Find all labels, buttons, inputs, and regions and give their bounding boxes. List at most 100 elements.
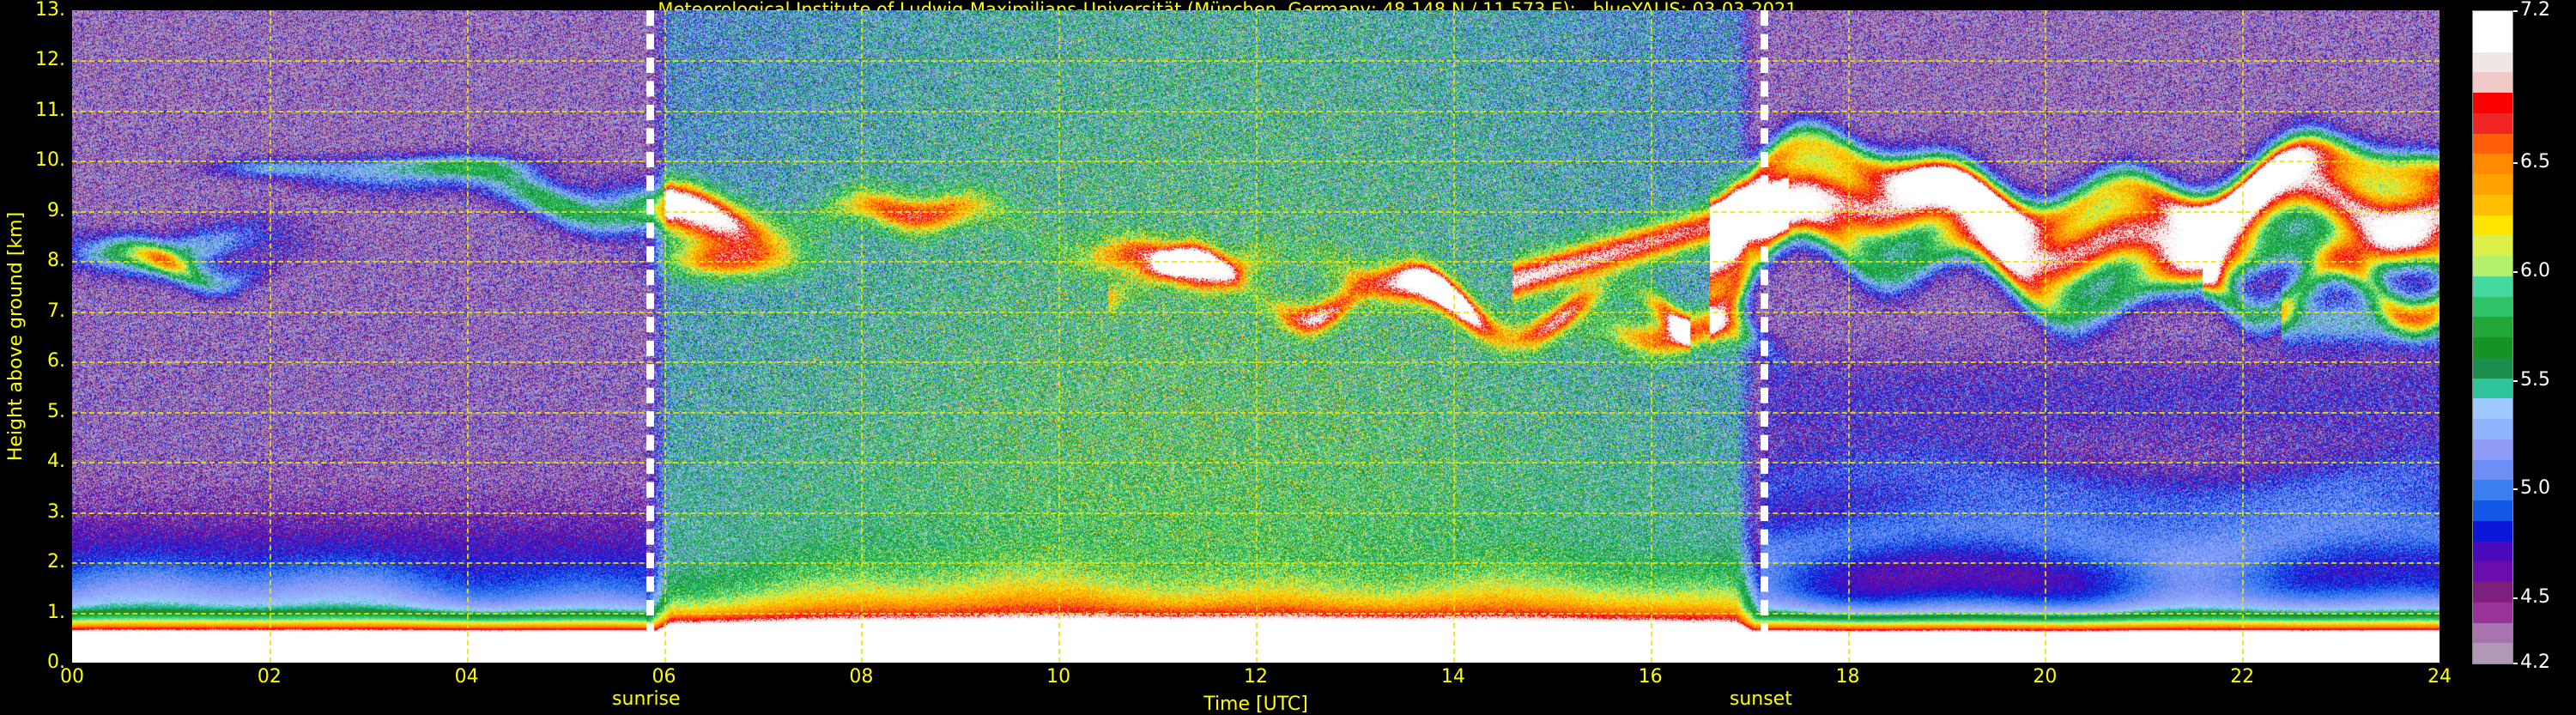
colorbar-band xyxy=(2473,235,2512,256)
sunrise-line xyxy=(646,10,654,663)
colorbar-band xyxy=(2473,194,2512,215)
grid-line-vertical xyxy=(2045,10,2047,663)
grid-line-vertical xyxy=(2242,10,2245,663)
x-tick-label: 02 xyxy=(257,666,282,688)
colorbar-band xyxy=(2473,500,2512,521)
colorbar-band xyxy=(2473,296,2512,318)
colorbar-tick-label: 6.5 xyxy=(2520,151,2550,173)
colorbar-band xyxy=(2473,11,2512,32)
x-tick-label: 22 xyxy=(2230,666,2255,688)
colorbar-band xyxy=(2473,480,2512,500)
colorbar-band xyxy=(2473,541,2512,562)
colorbar-band xyxy=(2473,256,2512,276)
colorbar-band xyxy=(2473,398,2512,419)
y-tick-label: 12. xyxy=(35,49,65,71)
colorbar-band xyxy=(2473,112,2512,134)
colorbar-band xyxy=(2473,215,2512,236)
colorbar-band xyxy=(2473,93,2512,113)
y-tick-label: 0. xyxy=(47,651,65,673)
colorbar[interactable] xyxy=(2472,10,2513,664)
x-tick-label: 14 xyxy=(1440,666,1465,688)
colorbar-tick-label: 4.5 xyxy=(2520,586,2550,608)
sunset-label: sunset xyxy=(1729,688,1792,710)
x-tick-label: 10 xyxy=(1046,666,1071,688)
colorbar-tick-label: 4.2 xyxy=(2520,651,2550,673)
grid-line-horizontal xyxy=(72,110,2440,112)
colorbar-band xyxy=(2473,52,2512,73)
grid-line-vertical xyxy=(1256,10,1258,663)
y-tick-label: 4. xyxy=(47,451,65,473)
colorbar-band xyxy=(2473,154,2512,174)
grid-line-horizontal xyxy=(72,612,2440,615)
colorbar-tick-mark xyxy=(2512,10,2518,12)
colorbar-tick-mark xyxy=(2512,162,2518,165)
colorbar-band xyxy=(2473,520,2512,542)
colorbar-band xyxy=(2473,561,2512,582)
x-tick-label: 08 xyxy=(849,666,874,688)
colorbar-band xyxy=(2473,357,2512,379)
colorbar-band xyxy=(2473,602,2512,623)
x-tick-label: 06 xyxy=(652,666,676,688)
colorbar-band xyxy=(2473,317,2512,337)
colorbar-band xyxy=(2473,378,2512,399)
y-tick-label: 2. xyxy=(47,551,65,573)
y-tick-label: 8. xyxy=(47,250,65,272)
grid-line-vertical xyxy=(1650,10,1652,663)
x-tick-label: 18 xyxy=(1835,666,1860,688)
x-tick-label: 04 xyxy=(454,666,479,688)
colorbar-band xyxy=(2473,622,2512,644)
grid-line-horizontal xyxy=(72,161,2440,163)
colorbar-tick-mark xyxy=(2512,488,2518,491)
grid-line-horizontal xyxy=(72,512,2440,514)
colorbar-band xyxy=(2473,439,2512,460)
y-tick-label: 3. xyxy=(47,500,65,523)
colorbar-band xyxy=(2473,419,2512,439)
grid-line-vertical xyxy=(466,10,469,663)
y-tick-label: 7. xyxy=(47,300,65,322)
grid-line-horizontal xyxy=(72,462,2440,464)
grid-line-vertical xyxy=(861,10,864,663)
x-axis-label: Time [UTC] xyxy=(1203,694,1308,715)
x-tick-label: 16 xyxy=(1638,666,1663,688)
grid-line-horizontal xyxy=(72,562,2440,565)
grid-line-horizontal xyxy=(72,210,2440,213)
colorbar-band xyxy=(2473,174,2512,195)
y-tick-label: 11. xyxy=(35,99,65,121)
y-tick-label: 5. xyxy=(47,400,65,422)
x-tick-label: 00 xyxy=(60,666,84,688)
grid-line-vertical xyxy=(1847,10,1850,663)
y-axis-label: Height above ground [km] xyxy=(5,211,27,462)
grid-line-vertical xyxy=(664,10,666,663)
colorbar-tick-mark xyxy=(2512,271,2518,273)
y-tick-label: 6. xyxy=(47,350,65,373)
colorbar-tick-label: 7.2 xyxy=(2520,0,2550,21)
colorbar-tick-label: 5.5 xyxy=(2520,368,2550,391)
grid-line-horizontal xyxy=(72,261,2440,264)
colorbar-band xyxy=(2473,31,2512,52)
grid-line-vertical xyxy=(1058,10,1061,663)
heatmap-plot-area[interactable] xyxy=(72,10,2440,663)
grid-line-horizontal xyxy=(72,60,2440,63)
colorbar-tick-label: 6.0 xyxy=(2520,260,2550,282)
colorbar-band xyxy=(2473,72,2512,93)
grid-line-vertical xyxy=(269,10,271,663)
x-tick-label: 24 xyxy=(2428,666,2452,688)
x-tick-label: 20 xyxy=(2033,666,2058,688)
y-tick-label: 9. xyxy=(47,199,65,221)
x-tick-label: 12 xyxy=(1244,666,1268,688)
colorbar-band xyxy=(2473,582,2512,603)
grid-line-vertical xyxy=(1452,10,1455,663)
sunset-line xyxy=(1761,10,1769,663)
colorbar-tick-mark xyxy=(2512,663,2518,664)
colorbar-tick-mark xyxy=(2512,597,2518,599)
colorbar-band xyxy=(2473,337,2512,358)
grid-line-horizontal xyxy=(72,311,2440,313)
colorbar-band xyxy=(2473,276,2512,297)
colorbar-tick-mark xyxy=(2512,379,2518,382)
colorbar-band xyxy=(2473,459,2512,481)
grid-line-horizontal xyxy=(72,411,2440,414)
colorbar-band xyxy=(2473,643,2512,663)
grid-line-horizontal xyxy=(72,361,2440,364)
colorbar-tick-label: 5.0 xyxy=(2520,477,2550,500)
